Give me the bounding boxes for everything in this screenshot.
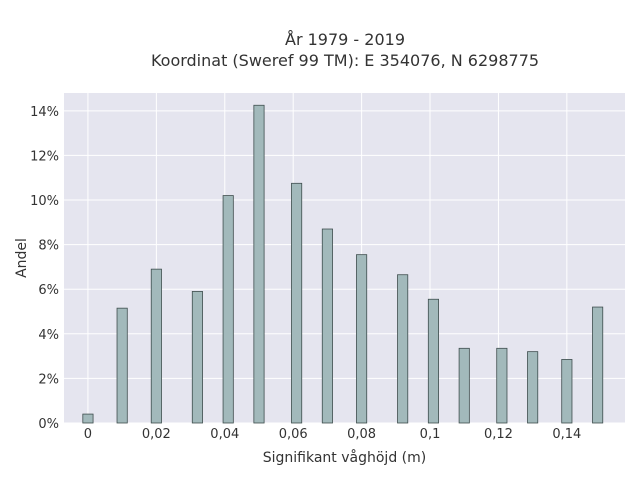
bar	[561, 359, 573, 424]
bars	[82, 104, 604, 424]
bar	[427, 298, 439, 424]
x-tick-label: 0,1	[420, 427, 441, 442]
y-tick-label: 0%	[38, 417, 59, 432]
y-tick-label: 6%	[38, 283, 59, 298]
x-axis-ticks: 0 0,02 0,04 0,06 0,08 0,1 0,12 0,14	[84, 427, 582, 442]
x-tick-label: 0,02	[142, 427, 171, 442]
bar	[82, 413, 94, 424]
y-tick-label: 2%	[38, 372, 59, 387]
chart-title-line-2: Koordinat (Sweref 99 TM): E 354076, N 62…	[151, 51, 539, 70]
y-axis-ticks: 0% 2% 4% 6% 8% 10% 12% 14%	[30, 105, 59, 432]
bar	[253, 104, 265, 424]
x-tick-label: 0,14	[552, 427, 581, 442]
y-tick-label: 8%	[38, 239, 59, 254]
x-tick-label: 0,12	[484, 427, 513, 442]
bar	[527, 351, 539, 424]
x-tick-label: 0,06	[279, 427, 308, 442]
bar	[458, 347, 470, 424]
y-tick-label: 4%	[38, 328, 59, 343]
y-tick-label: 10%	[30, 194, 59, 209]
chart-title-line-1: År 1979 - 2019	[285, 30, 405, 49]
plot-area	[64, 93, 625, 423]
x-tick-label: 0,04	[210, 427, 239, 442]
x-tick-label: 0,08	[347, 427, 376, 442]
bar	[191, 291, 203, 424]
bar	[150, 268, 162, 424]
y-axis-label: Andel	[14, 238, 30, 278]
bar	[222, 195, 234, 424]
bar	[496, 347, 508, 424]
bar	[356, 254, 368, 424]
y-tick-label: 14%	[30, 105, 59, 120]
x-tick-label: 0	[84, 427, 92, 442]
x-axis-label: Signifikant våghöjd (m)	[263, 449, 426, 466]
bar	[291, 182, 303, 424]
bar	[321, 228, 333, 424]
bar	[116, 307, 128, 424]
bar	[397, 274, 409, 424]
bar	[592, 306, 604, 424]
y-tick-label: 12%	[30, 149, 59, 164]
